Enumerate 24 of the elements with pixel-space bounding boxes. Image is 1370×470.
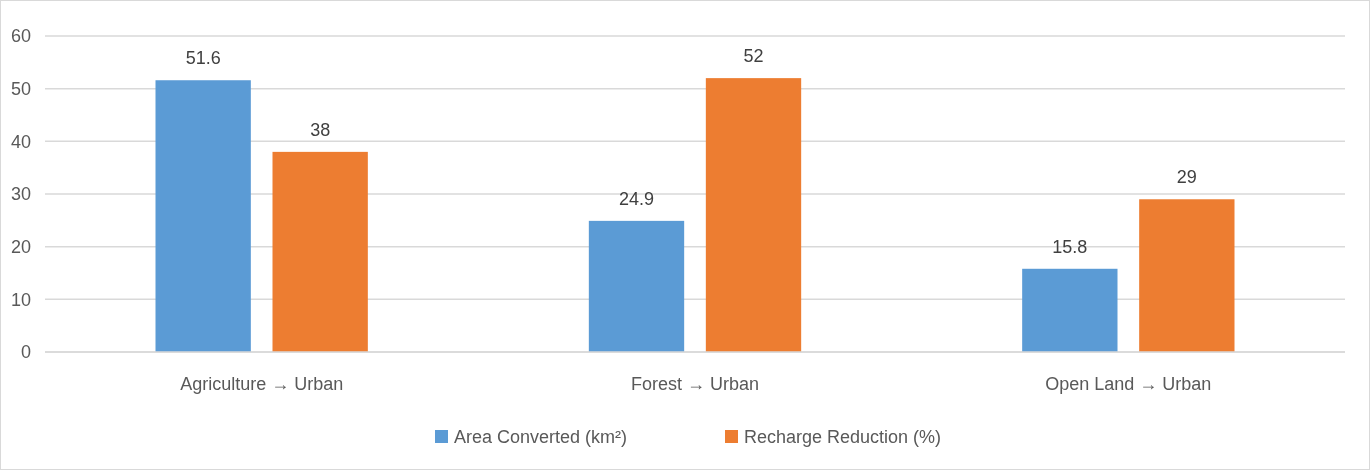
- y-tick-label: 50: [10, 78, 31, 99]
- data-label: 29: [1176, 167, 1197, 188]
- data-label: 38: [310, 119, 331, 140]
- data-label: 51.6: [185, 48, 221, 69]
- legend-label: Area Converted (km²): [454, 427, 628, 448]
- data-label: 15.8: [1052, 236, 1088, 257]
- x-tick-label: Open Land → Urban: [1045, 374, 1212, 394]
- y-tick-label: 40: [10, 131, 31, 152]
- bar: [272, 151, 368, 352]
- y-tick-label: 0: [20, 342, 31, 363]
- bar: [1022, 268, 1118, 352]
- x-tick-label: Forest → Urban: [630, 374, 760, 394]
- bar: [705, 78, 802, 352]
- bar: [1139, 199, 1235, 352]
- y-tick-label: 60: [10, 26, 31, 47]
- data-label: 52: [743, 46, 764, 67]
- bar: [155, 80, 251, 352]
- y-tick-label: 20: [10, 236, 31, 257]
- legend-label: Recharge Reduction (%): [744, 427, 942, 448]
- x-tick-label: Agriculture → Urban: [180, 374, 344, 394]
- bar: [588, 220, 685, 352]
- y-tick-label: 30: [10, 184, 31, 205]
- y-tick-label: 10: [10, 289, 31, 310]
- data-label: 24.9: [618, 188, 655, 209]
